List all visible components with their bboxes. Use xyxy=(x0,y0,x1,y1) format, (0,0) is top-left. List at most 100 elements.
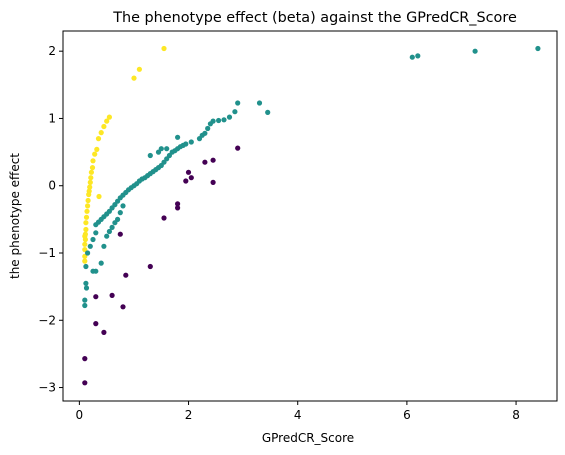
data-point xyxy=(189,139,194,144)
data-point xyxy=(88,180,93,185)
data-point xyxy=(227,115,232,120)
data-point xyxy=(94,147,99,152)
data-point xyxy=(216,118,221,123)
data-point xyxy=(112,220,117,225)
data-point xyxy=(90,165,95,170)
data-point xyxy=(148,153,153,158)
y-tick-label: 0 xyxy=(48,179,56,193)
data-point xyxy=(85,250,90,255)
data-point xyxy=(118,232,123,237)
data-point xyxy=(86,198,91,203)
data-point xyxy=(82,303,87,308)
data-point xyxy=(92,152,97,157)
x-tick-label: 2 xyxy=(185,408,193,422)
y-tick-label: −2 xyxy=(38,313,56,327)
data-point xyxy=(90,269,95,274)
data-point xyxy=(96,136,101,141)
points-layer xyxy=(82,46,540,386)
data-point xyxy=(84,285,89,290)
data-point xyxy=(82,259,87,264)
x-axis-ticks: 0 2 4 6 8 xyxy=(76,401,520,422)
data-point xyxy=(84,215,89,220)
data-point xyxy=(99,261,104,266)
data-point xyxy=(137,67,142,72)
data-point xyxy=(161,46,166,51)
data-point xyxy=(197,136,202,141)
x-tick-label: 0 xyxy=(76,408,84,422)
data-point xyxy=(175,135,180,140)
data-point xyxy=(93,222,98,227)
data-point xyxy=(118,210,123,215)
x-tick-label: 6 xyxy=(403,408,411,422)
y-axis-label: the phenotype effect xyxy=(8,153,22,279)
data-point xyxy=(101,244,106,249)
data-point xyxy=(183,178,188,183)
data-point xyxy=(93,294,98,299)
data-point xyxy=(82,298,87,303)
data-point xyxy=(161,215,166,220)
data-point xyxy=(156,150,161,155)
data-point xyxy=(90,158,95,163)
data-point xyxy=(410,55,415,60)
data-point xyxy=(265,110,270,115)
data-point xyxy=(235,146,240,151)
data-point xyxy=(211,158,216,163)
x-axis-label: GPredCR_Score xyxy=(262,431,354,445)
data-point xyxy=(120,203,125,208)
data-point xyxy=(110,293,115,298)
x-tick-label: 8 xyxy=(512,408,520,422)
data-point xyxy=(86,192,91,197)
data-point xyxy=(82,380,87,385)
data-point xyxy=(83,281,88,286)
data-point xyxy=(83,264,88,269)
data-point xyxy=(85,203,90,208)
data-point xyxy=(221,117,226,122)
data-point xyxy=(175,205,180,210)
data-point xyxy=(101,124,106,129)
data-point xyxy=(89,170,94,175)
data-point xyxy=(120,304,125,309)
data-point xyxy=(88,244,93,249)
data-point xyxy=(84,209,89,214)
plot-frame xyxy=(63,31,557,401)
chart-title: The phenotype effect (beta) against the … xyxy=(112,10,517,26)
data-point xyxy=(82,242,87,247)
data-point xyxy=(104,234,109,239)
x-tick-label: 4 xyxy=(294,408,302,422)
data-point xyxy=(202,160,207,165)
data-point xyxy=(104,119,109,124)
data-point xyxy=(473,49,478,54)
data-point xyxy=(93,230,98,235)
data-point xyxy=(235,100,240,105)
data-point xyxy=(82,356,87,361)
y-tick-label: −3 xyxy=(38,381,56,395)
data-point xyxy=(93,321,98,326)
y-tick-label: −1 xyxy=(38,246,56,260)
data-point xyxy=(189,175,194,180)
data-point xyxy=(415,53,420,58)
data-point xyxy=(186,170,191,175)
data-point xyxy=(257,100,262,105)
data-point xyxy=(107,229,112,234)
data-point xyxy=(101,330,106,335)
data-point xyxy=(123,273,128,278)
data-point xyxy=(83,220,88,225)
data-point xyxy=(164,146,169,151)
data-point xyxy=(211,180,216,185)
data-point xyxy=(99,130,104,135)
data-point xyxy=(90,237,95,242)
data-point xyxy=(131,76,136,81)
y-tick-label: 2 xyxy=(48,44,56,58)
data-point xyxy=(208,121,213,126)
data-point xyxy=(96,194,101,199)
data-point xyxy=(82,234,87,239)
y-tick-label: 1 xyxy=(48,111,56,125)
data-point xyxy=(148,264,153,269)
y-axis-ticks: −3 −2 −1 0 1 2 xyxy=(38,44,63,394)
data-point xyxy=(205,126,210,131)
data-point xyxy=(88,175,93,180)
data-point xyxy=(83,227,88,232)
data-point xyxy=(535,46,540,51)
data-point xyxy=(232,109,237,114)
